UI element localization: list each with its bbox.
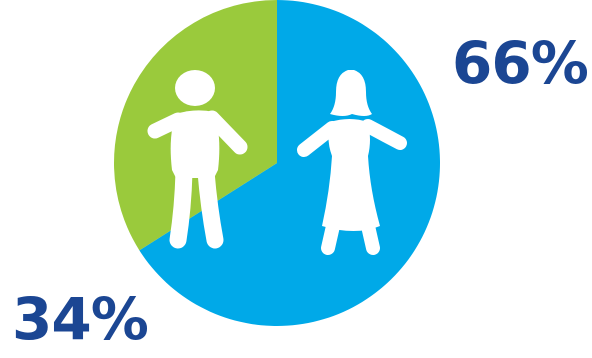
pie-slices [114, 0, 440, 326]
male-figure-icon [147, 70, 248, 249]
female-percentage-label: 66% [452, 29, 589, 97]
female-figure-icon [297, 70, 407, 255]
male-percentage-label: 34% [12, 285, 149, 353]
